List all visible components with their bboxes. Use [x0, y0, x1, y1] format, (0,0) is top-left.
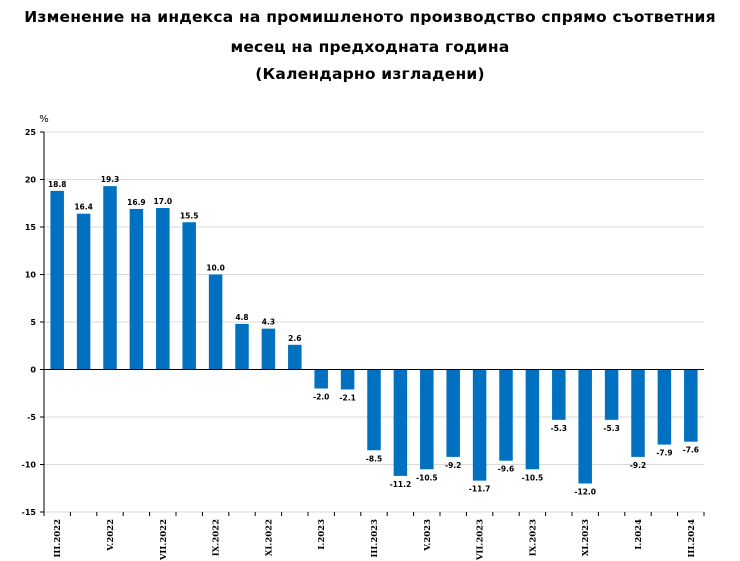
x-tick-label: XI.2022 [264, 519, 274, 556]
data-label: -5.3 [603, 424, 619, 433]
y-tick-label: 0 [30, 366, 36, 375]
data-label: 2.6 [288, 334, 301, 343]
data-label: 16.4 [74, 203, 93, 212]
data-label: -11.2 [390, 480, 412, 489]
bar [525, 369, 540, 470]
x-tick-label: I.2024 [634, 519, 644, 550]
data-label: 17.0 [154, 197, 173, 206]
bar [182, 222, 196, 370]
bar [499, 369, 513, 461]
x-tick-label: IX.2023 [528, 519, 538, 556]
bar [604, 369, 619, 420]
bar [657, 369, 672, 445]
y-tick-label: 10 [25, 271, 37, 280]
data-label: 4.3 [262, 318, 275, 327]
data-label: 19.3 [101, 175, 120, 184]
y-tick-label: -10 [22, 461, 37, 470]
data-label: 4.8 [235, 313, 248, 322]
bar [393, 369, 408, 476]
bar [340, 369, 355, 390]
y-tick-label: -15 [22, 508, 37, 517]
bar [367, 369, 381, 451]
x-tick-label: V.2022 [106, 519, 116, 552]
data-label: -2.1 [339, 393, 355, 402]
data-label: -7.6 [683, 446, 699, 455]
data-label: 18.8 [48, 180, 67, 189]
y-tick-label: 25 [25, 128, 37, 137]
data-label: 15.5 [180, 211, 199, 220]
data-label: -7.9 [656, 449, 672, 458]
x-tick-label: XI.2023 [581, 519, 591, 556]
x-tick-label: V.2023 [423, 519, 433, 552]
bar [156, 208, 170, 370]
bar [631, 369, 645, 457]
x-tick-label: IX.2022 [212, 519, 222, 556]
bar [552, 369, 566, 420]
chart-title-line-3: (Календарно изгладени) [255, 65, 485, 83]
bar [472, 369, 487, 481]
y-tick-label: 15 [25, 223, 37, 232]
data-label: -9.2 [445, 461, 461, 470]
bar [76, 213, 91, 370]
bar [261, 328, 276, 370]
bar [50, 190, 64, 370]
bar [208, 274, 223, 370]
y-axis-unit-label: % [39, 114, 49, 125]
x-tick-label: III.2023 [370, 519, 380, 558]
data-label: 10.0 [206, 264, 225, 273]
data-label: -9.6 [498, 465, 514, 474]
y-tick-label: 20 [25, 176, 37, 185]
data-label: -9.2 [630, 461, 646, 470]
data-label: -5.3 [551, 424, 567, 433]
bar [684, 369, 698, 442]
data-label: -11.7 [469, 485, 491, 494]
bar [314, 369, 328, 389]
data-label: -10.5 [416, 473, 438, 482]
bar [446, 369, 460, 457]
x-tick-label: III.2024 [687, 519, 697, 558]
y-tick-label: 5 [30, 318, 36, 327]
data-label: -12.0 [574, 488, 596, 497]
bar [103, 186, 117, 370]
bar [420, 369, 434, 470]
y-tick-label: -5 [27, 413, 36, 422]
chart-title-line-1: Изменение на индекса на промишленото про… [24, 8, 716, 26]
bar [235, 323, 249, 370]
x-tick-label: VII.2022 [159, 519, 169, 561]
data-label: -10.5 [522, 473, 544, 482]
x-tick-label: VII.2023 [476, 519, 486, 561]
bar [288, 344, 302, 370]
bar [129, 208, 144, 370]
data-label: 16.9 [127, 198, 146, 207]
data-label: -8.5 [366, 454, 382, 463]
x-tick-label: III.2022 [53, 519, 63, 558]
data-label: -2.0 [313, 393, 329, 402]
bar [578, 369, 592, 484]
chart-title-line-2: месец на предходната година [230, 38, 510, 56]
x-tick-label: I.2023 [317, 519, 327, 550]
